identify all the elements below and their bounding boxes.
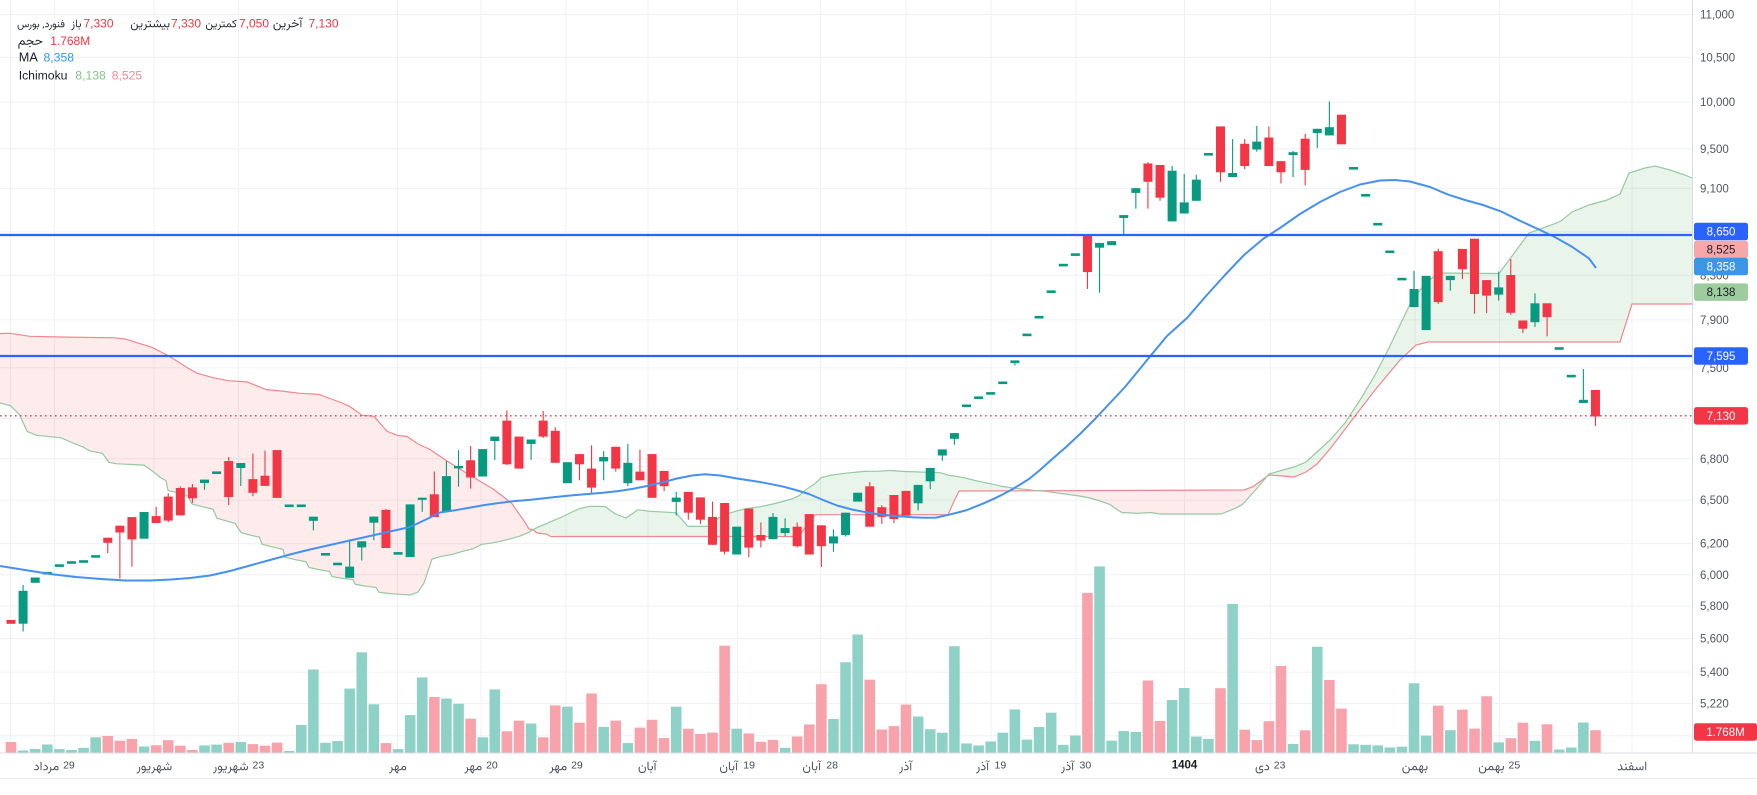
- svg-text:8,358: 8,358: [1707, 262, 1736, 274]
- svg-text:19: 19: [995, 759, 1007, 771]
- svg-text:7,330: 7,330: [84, 16, 114, 30]
- svg-text:1.768M: 1.768M: [50, 34, 90, 48]
- svg-text:8,525: 8,525: [1707, 244, 1736, 256]
- svg-text:7,595: 7,595: [1707, 351, 1736, 363]
- svg-text:6,500: 6,500: [1700, 495, 1729, 507]
- svg-text:19: 19: [743, 759, 755, 771]
- svg-text:7,330: 7,330: [171, 16, 201, 30]
- svg-text:8,358: 8,358: [44, 51, 75, 65]
- svg-text:10,000: 10,000: [1700, 97, 1735, 109]
- svg-text:6,800: 6,800: [1700, 454, 1729, 466]
- svg-text:30: 30: [1080, 759, 1092, 771]
- svg-text:23: 23: [253, 759, 265, 771]
- svg-text:8,650: 8,650: [1707, 227, 1736, 239]
- svg-text:1404: 1404: [1172, 760, 1198, 772]
- svg-text:8,525: 8,525: [112, 69, 143, 83]
- svg-text:6,200: 6,200: [1700, 539, 1729, 551]
- svg-text:8,138: 8,138: [1707, 287, 1736, 299]
- svg-text:Ichimoku: Ichimoku: [19, 69, 68, 83]
- svg-text:25: 25: [1509, 759, 1521, 771]
- svg-text:5,600: 5,600: [1700, 634, 1729, 646]
- svg-text:28: 28: [826, 759, 838, 771]
- svg-text:5,220: 5,220: [1700, 698, 1729, 710]
- svg-text:6,000: 6,000: [1700, 570, 1729, 582]
- svg-text:5,400: 5,400: [1700, 667, 1729, 679]
- svg-text:11,000: 11,000: [1700, 10, 1734, 22]
- svg-text:1.768M: 1.768M: [1706, 727, 1744, 739]
- svg-text:MA: MA: [19, 51, 39, 65]
- svg-text:7,900: 7,900: [1700, 315, 1729, 327]
- svg-text:9,100: 9,100: [1700, 183, 1729, 195]
- svg-text:29: 29: [571, 759, 583, 771]
- svg-text:7,130: 7,130: [1707, 411, 1736, 423]
- svg-text:29: 29: [63, 759, 75, 771]
- svg-text:7,050: 7,050: [239, 16, 269, 30]
- svg-text:5,800: 5,800: [1700, 601, 1729, 613]
- svg-text:20: 20: [486, 759, 498, 771]
- svg-text:9,500: 9,500: [1700, 144, 1729, 156]
- svg-text:23: 23: [1274, 759, 1286, 771]
- svg-text:7,130: 7,130: [309, 16, 339, 30]
- svg-text:10,500: 10,500: [1700, 52, 1735, 64]
- svg-text:7,500: 7,500: [1700, 363, 1729, 375]
- svg-text:8,138: 8,138: [75, 69, 106, 83]
